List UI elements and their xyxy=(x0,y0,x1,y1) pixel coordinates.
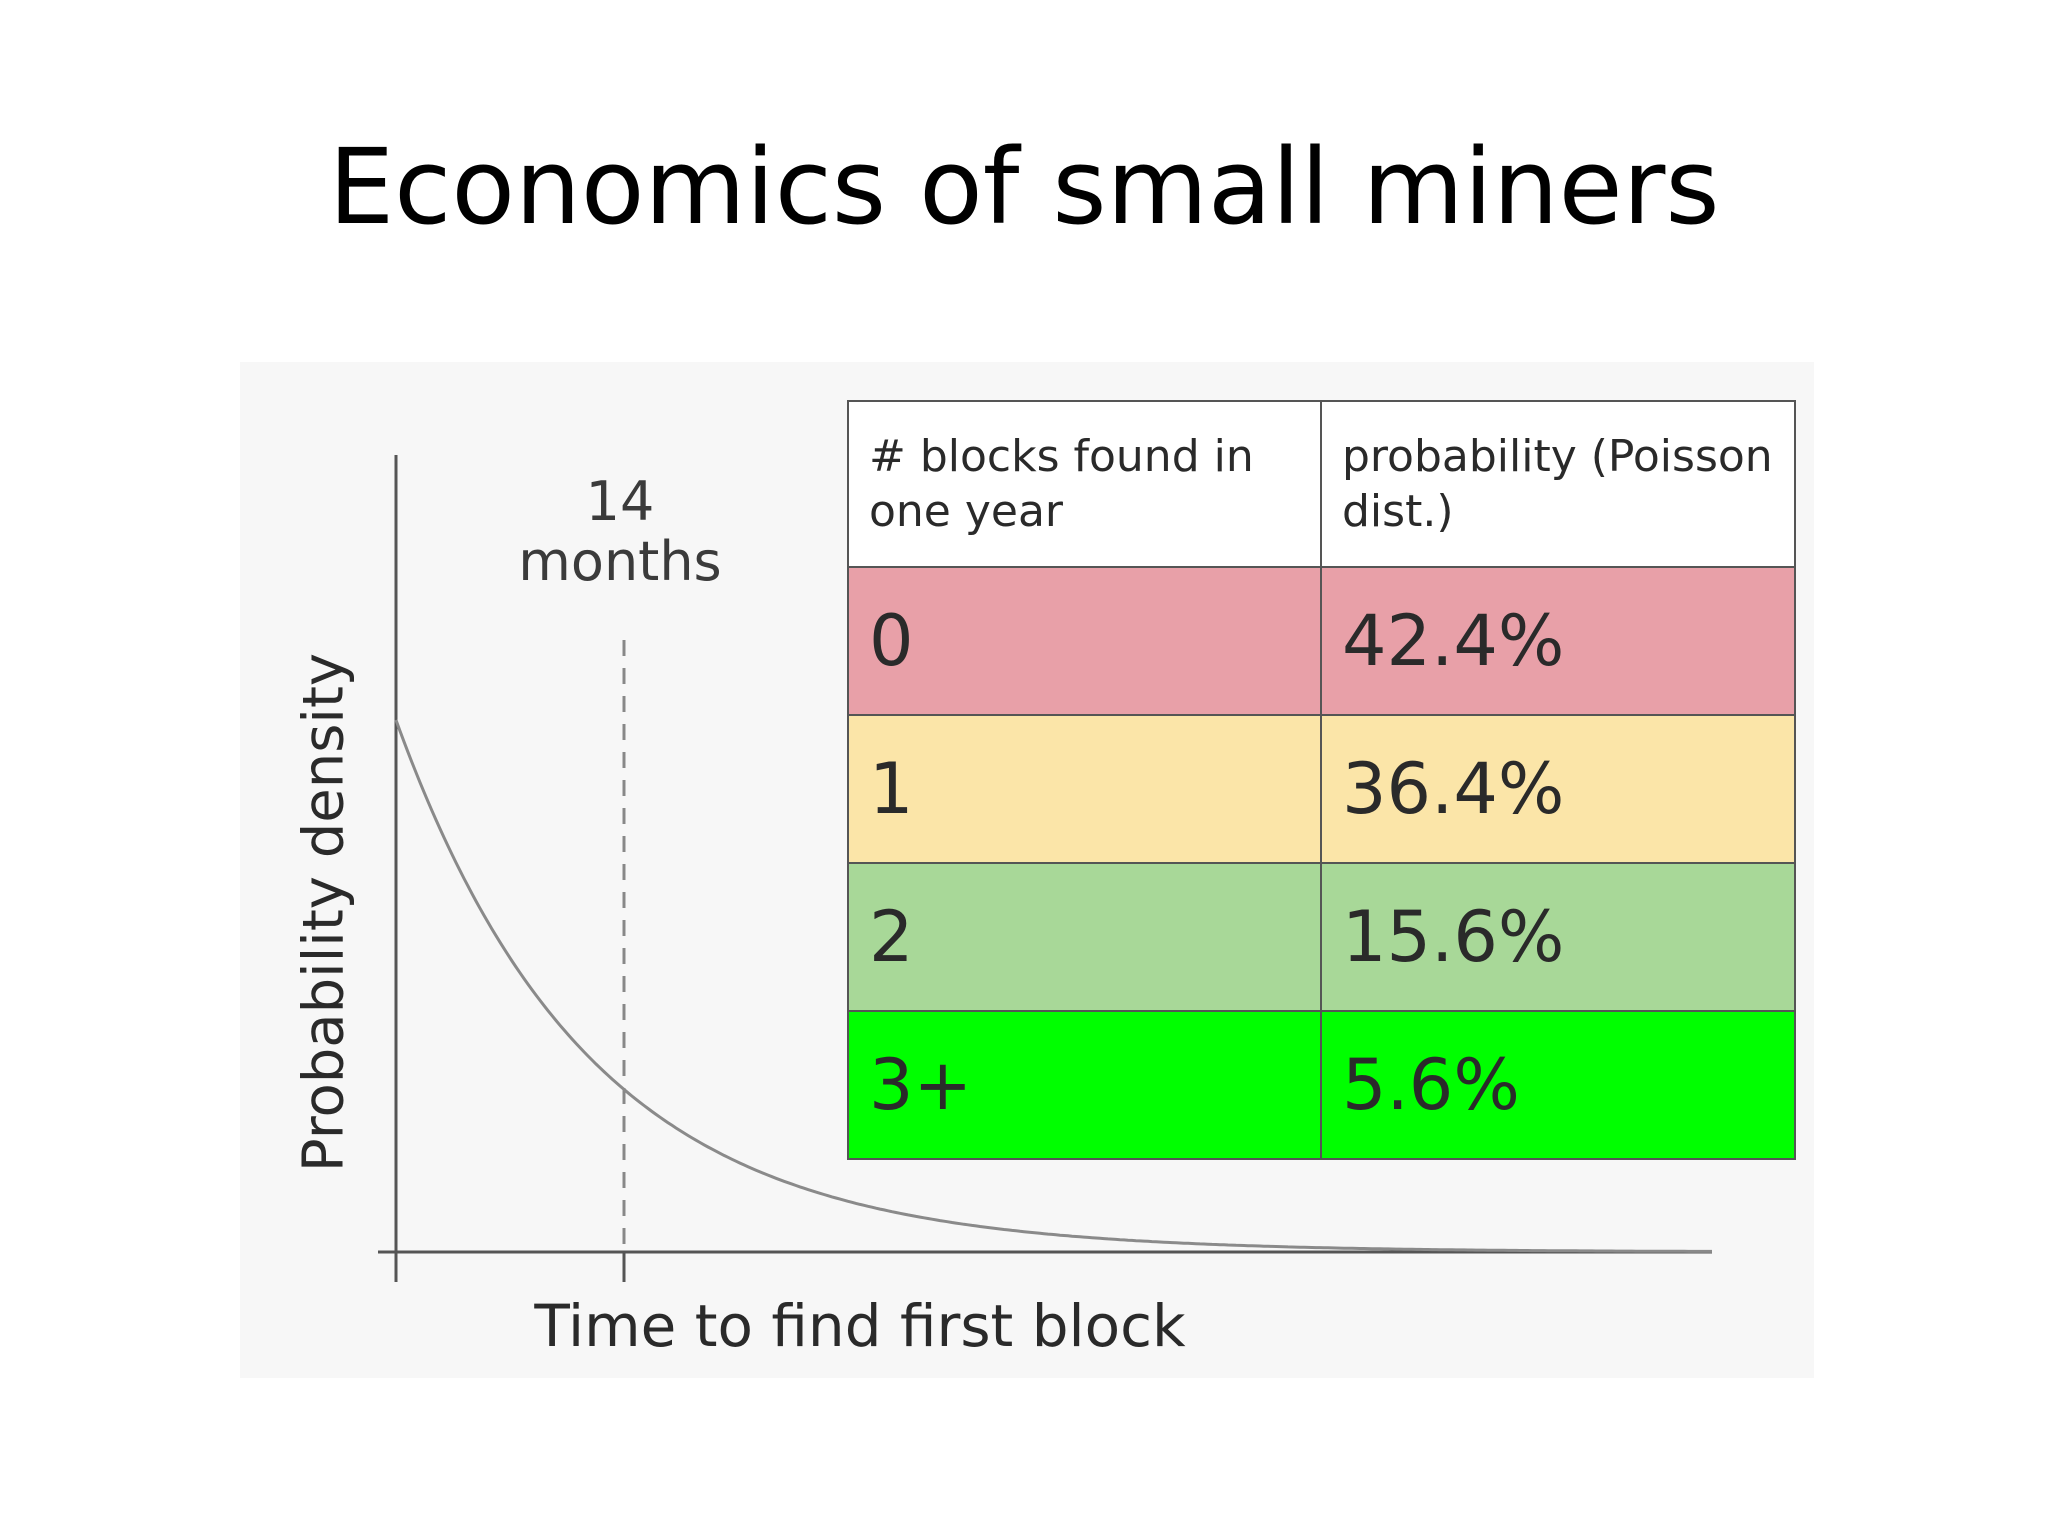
blocks-cell: 1 xyxy=(847,714,1322,864)
table-row: 2 15.6% xyxy=(847,862,1796,1012)
table-row: 1 36.4% xyxy=(847,714,1796,864)
table-header-probability: probability (Poisson dist.) xyxy=(1320,400,1796,568)
probability-cell: 15.6% xyxy=(1320,862,1796,1012)
density-curve xyxy=(394,719,1712,1253)
table-header-blocks: # blocks found in one year xyxy=(847,400,1322,568)
slide-title: Economics of small miners xyxy=(328,126,1720,248)
marker-label: 14 months xyxy=(500,470,740,594)
marker-unit: months xyxy=(518,530,722,594)
blocks-cell: 0 xyxy=(847,566,1322,716)
table-row: 0 42.4% xyxy=(847,566,1796,716)
x-axis-label: Time to find first block xyxy=(534,1292,1186,1360)
probability-cell: 42.4% xyxy=(1320,566,1796,716)
probability-cell: 5.6% xyxy=(1320,1010,1796,1160)
probability-cell: 36.4% xyxy=(1320,714,1796,864)
marker-value: 14 xyxy=(585,470,655,533)
table-header-row: # blocks found in one year probability (… xyxy=(847,400,1796,568)
table-row: 3+ 5.6% xyxy=(847,1010,1796,1160)
y-axis-label: Probability density xyxy=(291,652,357,1173)
blocks-cell: 3+ xyxy=(847,1010,1322,1160)
blocks-cell: 2 xyxy=(847,862,1322,1012)
probability-table: # blocks found in one year probability (… xyxy=(847,400,1796,1160)
